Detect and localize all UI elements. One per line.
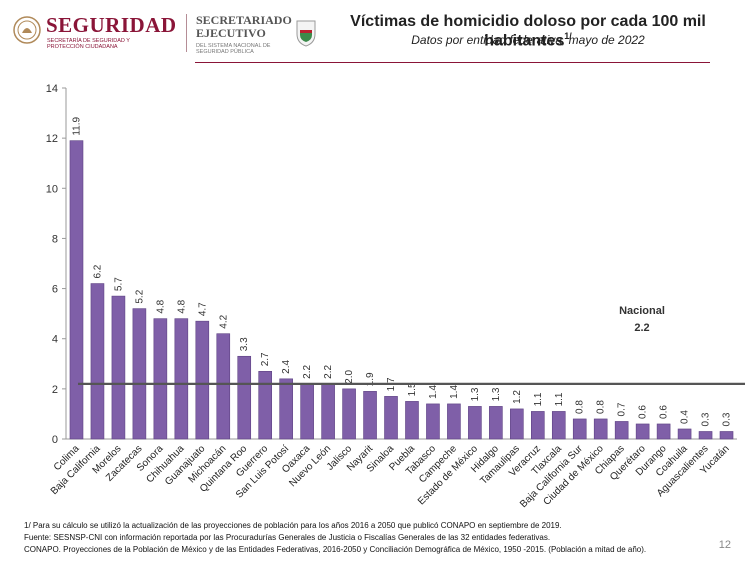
brand-title: SEGURIDAD [46, 13, 177, 37]
bar [132, 308, 147, 440]
bar-value-label: 2.7 [260, 352, 271, 366]
bar [300, 383, 314, 440]
secretariat-line1: SECRETARIADO [196, 13, 292, 27]
brand-subtitle: SECRETARÍA DE SEGURIDAD Y PROTECCIÓN CIU… [47, 38, 130, 50]
bar [363, 391, 377, 440]
bar [551, 411, 566, 440]
y-tick-label: 10 [46, 183, 58, 195]
bar-value-label: 0.6 [638, 405, 649, 419]
chart-title-text: Víctimas de homicidio doloso por cada 10… [350, 13, 706, 50]
bar [69, 140, 84, 440]
bar [279, 378, 293, 440]
y-tick-label: 12 [46, 133, 58, 145]
bar-value-label: 0.4 [680, 410, 691, 424]
chart-title: Víctimas de homicidio doloso por cada 10… [318, 13, 738, 50]
y-tick-label: 0 [52, 434, 58, 446]
bar-value-label: 5.2 [134, 289, 145, 303]
bar [342, 388, 356, 440]
bar-value-label: 2.0 [344, 370, 355, 384]
bar-value-label: 1.4 [449, 385, 460, 399]
bar [405, 401, 419, 440]
footnote-1: 1/ Para su cálculo se utilizó la actuali… [24, 521, 562, 530]
bar-value-label: 1.1 [554, 392, 565, 406]
bar [258, 371, 273, 440]
y-tick-label: 4 [52, 334, 58, 346]
bars-group: 11.9 6.2 5.7 5.2 4.8 4.8 4.7 4.2 3.3 2.7 2.4 2.2 2.2… [69, 116, 734, 440]
national-seal-icon [13, 16, 41, 44]
y-tick-label: 2 [52, 384, 58, 396]
title-footnote-mark: 1/ [564, 31, 572, 41]
national-label: Nacional [619, 305, 665, 317]
bar-value-label: 6.2 [92, 264, 103, 278]
bar [593, 418, 608, 440]
bar [614, 421, 629, 440]
chart-subtitle: Datos por entidad federativa, mayo de 20… [411, 33, 645, 47]
bar [510, 408, 524, 440]
bar-value-label: 0.6 [659, 405, 670, 419]
footnote-source: Fuente: SESNSP-CNI con información repor… [24, 533, 551, 542]
bar [216, 333, 231, 440]
national-reference: Nacional 2.2 [78, 305, 745, 385]
bar [719, 431, 734, 440]
bar-value-label: 2.4 [281, 359, 292, 373]
footnote-conapo: CONAPO. Proyecciones de la Población de … [24, 545, 647, 554]
bar-value-label: 0.8 [596, 400, 607, 414]
bar-value-label: 3.3 [239, 337, 250, 351]
page-number: 12 [718, 539, 731, 551]
bar [426, 403, 440, 440]
bar [656, 423, 671, 440]
secretariat-subtitle: DEL SISTEMA NACIONAL DE SEGURIDAD PÚBLIC… [196, 43, 271, 55]
bar [237, 355, 252, 440]
bar [321, 383, 335, 440]
bar [468, 406, 482, 440]
bar-value-label: 1.9 [365, 372, 376, 386]
bar [489, 406, 503, 440]
y-tick-label: 8 [52, 233, 58, 245]
bar-value-label: 1.3 [491, 387, 502, 401]
bar-value-label: 2.2 [323, 365, 334, 379]
bar-value-label: 0.3 [722, 412, 733, 426]
secretariat-line2: EJECUTIVO [196, 26, 266, 40]
bar [111, 295, 126, 440]
bar-value-label: 1.5 [407, 382, 418, 396]
national-value: 2.2 [634, 322, 649, 334]
bar [153, 318, 168, 440]
bar [572, 418, 587, 440]
footnotes: 1/ Para su cálculo se utilizó la actuali… [24, 520, 714, 556]
bar-value-label: 4.2 [218, 314, 229, 328]
bar-value-label: 1.4 [428, 385, 439, 399]
bar [90, 283, 105, 440]
bar-value-label: 11.9 [71, 116, 82, 135]
bar-value-label: 1.3 [470, 387, 481, 401]
shield-logo-icon [296, 20, 316, 47]
bar [677, 428, 692, 440]
bar-value-label: 2.2 [302, 365, 313, 379]
bar [174, 318, 189, 440]
bar [384, 396, 398, 440]
bar [195, 320, 210, 440]
bar-value-label: 4.8 [155, 299, 166, 313]
y-tick-label: 6 [52, 284, 58, 296]
bar-value-label: 0.7 [617, 402, 628, 416]
header-rule [195, 62, 710, 63]
y-tick-label: 14 [46, 83, 58, 95]
bar [530, 411, 545, 440]
secretariat-name: SECRETARIADO EJECUTIVO [196, 14, 292, 40]
slide-header: SEGURIDAD SECRETARÍA DE SEGURIDAD Y PROT… [0, 0, 745, 64]
bar-value-label: 0.3 [701, 412, 712, 426]
bar-value-label: 4.8 [176, 299, 187, 313]
bar [635, 423, 650, 440]
bar-value-label: 1.2 [512, 390, 523, 404]
bar-value-label: 0.8 [575, 400, 586, 414]
bar [447, 403, 461, 440]
header-divider [186, 14, 187, 52]
bar [698, 431, 713, 440]
bar-value-label: 1.1 [533, 392, 544, 406]
bar-chart: 0 2 4 6 8 10 12 14 11.9 6.2 5.7 5.2 4.8 4.8 4.7 4.2 3.3… [46, 83, 745, 510]
bar-value-label: 4.7 [197, 302, 208, 316]
bar-value-label: 5.7 [113, 277, 124, 291]
